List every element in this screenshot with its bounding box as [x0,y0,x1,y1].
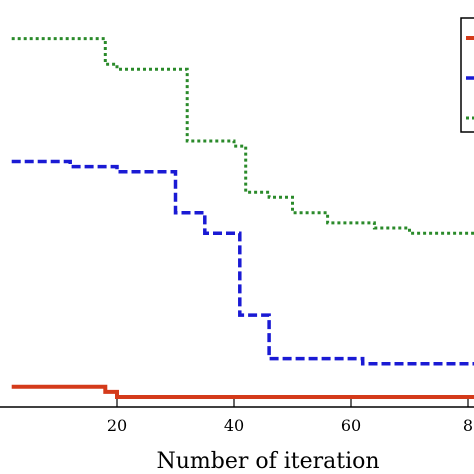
x-ticks: 20 40 60 8 [107,399,473,435]
series-line-3 [11,37,474,235]
series-line-1 [11,384,474,399]
x-tick-label-1: 20 [107,416,127,435]
series-line-2 [11,159,474,366]
x-tick-label-4: 8 [463,416,473,435]
series-layer [11,37,474,399]
x-tick-label-3: 60 [341,416,361,435]
x-tick-label-2: 40 [224,416,244,435]
legend [460,17,474,133]
legend-box [460,17,474,133]
x-axis-title: Number of iteration [156,449,379,474]
